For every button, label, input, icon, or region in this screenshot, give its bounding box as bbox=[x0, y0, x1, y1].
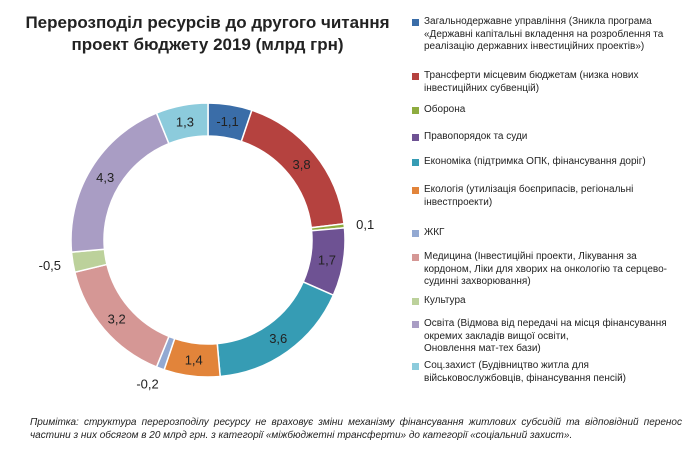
legend-label: ЖКГ bbox=[424, 227, 445, 238]
chart-title-line: проект бюджету 2019 (млрд грн) bbox=[71, 35, 344, 54]
legend-swatch bbox=[412, 254, 419, 261]
data-label: 0,1 bbox=[356, 217, 374, 232]
donut-slice bbox=[216, 280, 335, 378]
legend-swatch bbox=[412, 159, 419, 166]
legend-label: Економіка (підтримка ОПК, фінансування д… bbox=[424, 156, 646, 167]
legend-swatch bbox=[412, 230, 419, 237]
data-label: 3,6 bbox=[269, 331, 287, 346]
legend-item: Правопорядок та суди bbox=[412, 131, 692, 144]
legend-item: ЖКГ bbox=[412, 227, 692, 240]
data-label: -0,5 bbox=[39, 258, 61, 273]
legend-swatch bbox=[412, 298, 419, 305]
legend-label: Соц.захист (Будівництво житла для військо… bbox=[424, 360, 627, 384]
data-label: 1,7 bbox=[318, 253, 336, 268]
donut-slice bbox=[155, 102, 209, 145]
legend-label: Правопорядок та суди bbox=[424, 131, 528, 142]
legend-item: Трансферти місцевим бюджетам (низка нови… bbox=[412, 70, 692, 95]
legend-swatch bbox=[412, 134, 419, 141]
legend-item: Культура bbox=[412, 295, 692, 308]
data-label: 4,3 bbox=[96, 170, 114, 185]
legend-label: Культура bbox=[424, 295, 466, 306]
legend-swatch bbox=[412, 73, 419, 80]
data-label: 3,2 bbox=[108, 312, 126, 327]
legend-label: Оборона bbox=[424, 104, 466, 115]
legend-label: Загальнодержавне управління (Зникла прог… bbox=[424, 16, 664, 52]
legend-swatch bbox=[412, 187, 419, 194]
legend-swatch bbox=[412, 321, 419, 328]
data-label: 3,8 bbox=[293, 157, 311, 172]
chart-title-line: Перерозподіл ресурсів до другого читання bbox=[25, 13, 390, 32]
legend-item: Соц.захист (Будівництво житла для військо… bbox=[412, 360, 692, 385]
donut-slice bbox=[70, 112, 170, 253]
legend-label: Екологія (утилізація боєприпасів, регіон… bbox=[424, 184, 634, 208]
footnote: Примітка: структура перерозподілу ресурс… bbox=[30, 417, 682, 441]
legend-swatch bbox=[412, 107, 419, 114]
data-label: 1,3 bbox=[176, 115, 194, 130]
legend-label: Медицина (Інвестиційні проекти, Лікуванн… bbox=[424, 251, 667, 287]
legend-item: Загальнодержавне управління (Зникла прог… bbox=[412, 16, 692, 54]
legend-label: Освіта (Відмова від передачі на місця фі… bbox=[424, 318, 667, 354]
legend-swatch bbox=[412, 363, 419, 370]
legend-item: Медицина (Інвестиційні проекти, Лікуванн… bbox=[412, 251, 692, 289]
legend-label: Трансферти місцевим бюджетам (низка нови… bbox=[424, 70, 639, 94]
legend-item: Екологія (утилізація боєприпасів, регіон… bbox=[412, 184, 692, 209]
legend-swatch bbox=[412, 19, 419, 26]
data-label: -1,1 bbox=[216, 114, 238, 129]
legend-item: Економіка (підтримка ОПК, фінансування д… bbox=[412, 156, 692, 169]
data-label: 1,4 bbox=[185, 353, 203, 368]
chart-title: Перерозподіл ресурсів до другого читання… bbox=[10, 12, 405, 56]
legend-item: Оборона bbox=[412, 104, 692, 117]
data-label: -0,2 bbox=[136, 376, 158, 391]
legend-item: Освіта (Відмова від передачі на місця фі… bbox=[412, 318, 692, 356]
